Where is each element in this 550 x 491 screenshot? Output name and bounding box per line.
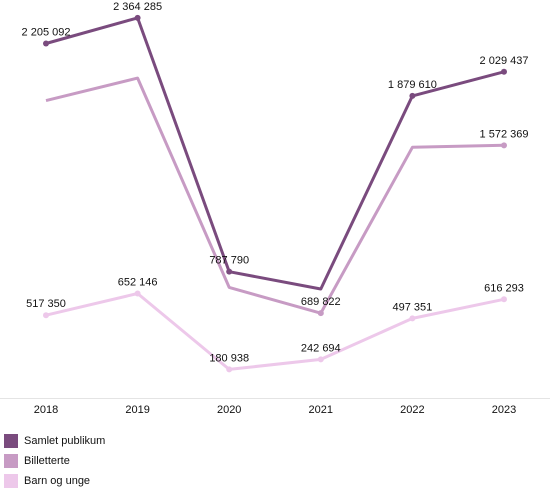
x-tick-label-2019: 2019 bbox=[125, 404, 149, 416]
data-label-billetterte-2021: 689 822 bbox=[301, 296, 341, 308]
x-tick-label-2021: 2021 bbox=[309, 404, 333, 416]
data-label-samlet-publikum-2020: 787 790 bbox=[209, 255, 249, 267]
data-point-barn-og-unge-2021 bbox=[317, 356, 324, 363]
x-tick-label-2022: 2022 bbox=[400, 404, 424, 416]
legend-swatch-samlet-publikum bbox=[4, 434, 18, 448]
x-tick-label-2018: 2018 bbox=[34, 404, 58, 416]
legend-label-barn-og-unge: Barn og unge bbox=[24, 475, 91, 487]
data-label-layer: 2 205 092 2 364 285 787 790 1 879 610 2 029 … bbox=[22, 1, 529, 365]
series-line-barn-og-unge bbox=[45, 292, 505, 371]
x-tick-label-2020: 2020 bbox=[217, 404, 241, 416]
data-point-barn-og-unge-2023 bbox=[501, 296, 507, 303]
data-point-barn-og-unge-2018 bbox=[43, 312, 49, 319]
data-label-billetterte-2023: 1 572 369 bbox=[480, 128, 529, 140]
data-point-samlet-publikum-2022 bbox=[409, 92, 416, 99]
data-label-barn-og-unge-2020: 180 938 bbox=[209, 352, 249, 364]
line-chart: 2 205 092 2 364 285 787 790 1 879 610 2 029 … bbox=[0, 1, 550, 416]
data-point-samlet-publikum-2018 bbox=[43, 40, 49, 47]
data-point-barn-og-unge-2022 bbox=[409, 315, 416, 322]
data-label-barn-og-unge-2019: 652 146 bbox=[118, 277, 158, 289]
legend-item-billetterte: Billetterte bbox=[4, 451, 105, 471]
legend-label-samlet-publikum: Samlet publikum bbox=[24, 435, 106, 447]
legend-label-billetterte: Billetterte bbox=[24, 455, 70, 467]
legend-swatch-barn-og-unge bbox=[4, 474, 18, 488]
series-line-samlet-publikum bbox=[45, 16, 505, 291]
legend: Samlet publikum Billetterte Barn og unge bbox=[4, 431, 105, 491]
data-point-samlet-publikum-2020 bbox=[226, 268, 233, 275]
data-label-samlet-publikum-2022: 1 879 610 bbox=[388, 79, 437, 91]
series-layer bbox=[43, 14, 507, 373]
data-label-barn-og-unge-2022: 497 351 bbox=[393, 301, 433, 313]
legend-swatch-billetterte bbox=[4, 454, 18, 468]
x-tick-layer: 2018 2019 2020 2021 2022 2023 bbox=[34, 404, 516, 416]
x-tick-label-2023: 2023 bbox=[492, 404, 516, 416]
data-point-samlet-publikum-2023 bbox=[501, 68, 507, 75]
data-label-barn-og-unge-2018: 517 350 bbox=[26, 298, 66, 310]
data-label-samlet-publikum-2023: 2 029 437 bbox=[480, 55, 529, 67]
data-label-samlet-publikum-2018: 2 205 092 bbox=[22, 26, 71, 38]
data-point-barn-og-unge-2019 bbox=[134, 290, 141, 297]
legend-item-barn-og-unge: Barn og unge bbox=[4, 471, 105, 491]
data-point-barn-og-unge-2020 bbox=[226, 366, 233, 373]
data-label-barn-og-unge-2023: 616 293 bbox=[484, 282, 524, 294]
legend-item-samlet-publikum: Samlet publikum bbox=[4, 431, 105, 451]
data-label-barn-og-unge-2021: 242 694 bbox=[301, 342, 341, 354]
data-point-samlet-publikum-2019 bbox=[134, 14, 141, 21]
data-point-billetterte-2021 bbox=[317, 310, 324, 317]
series-line-billetterte bbox=[45, 76, 505, 315]
data-label-samlet-publikum-2019: 2 364 285 bbox=[113, 1, 162, 13]
data-point-billetterte-2023 bbox=[501, 142, 507, 149]
